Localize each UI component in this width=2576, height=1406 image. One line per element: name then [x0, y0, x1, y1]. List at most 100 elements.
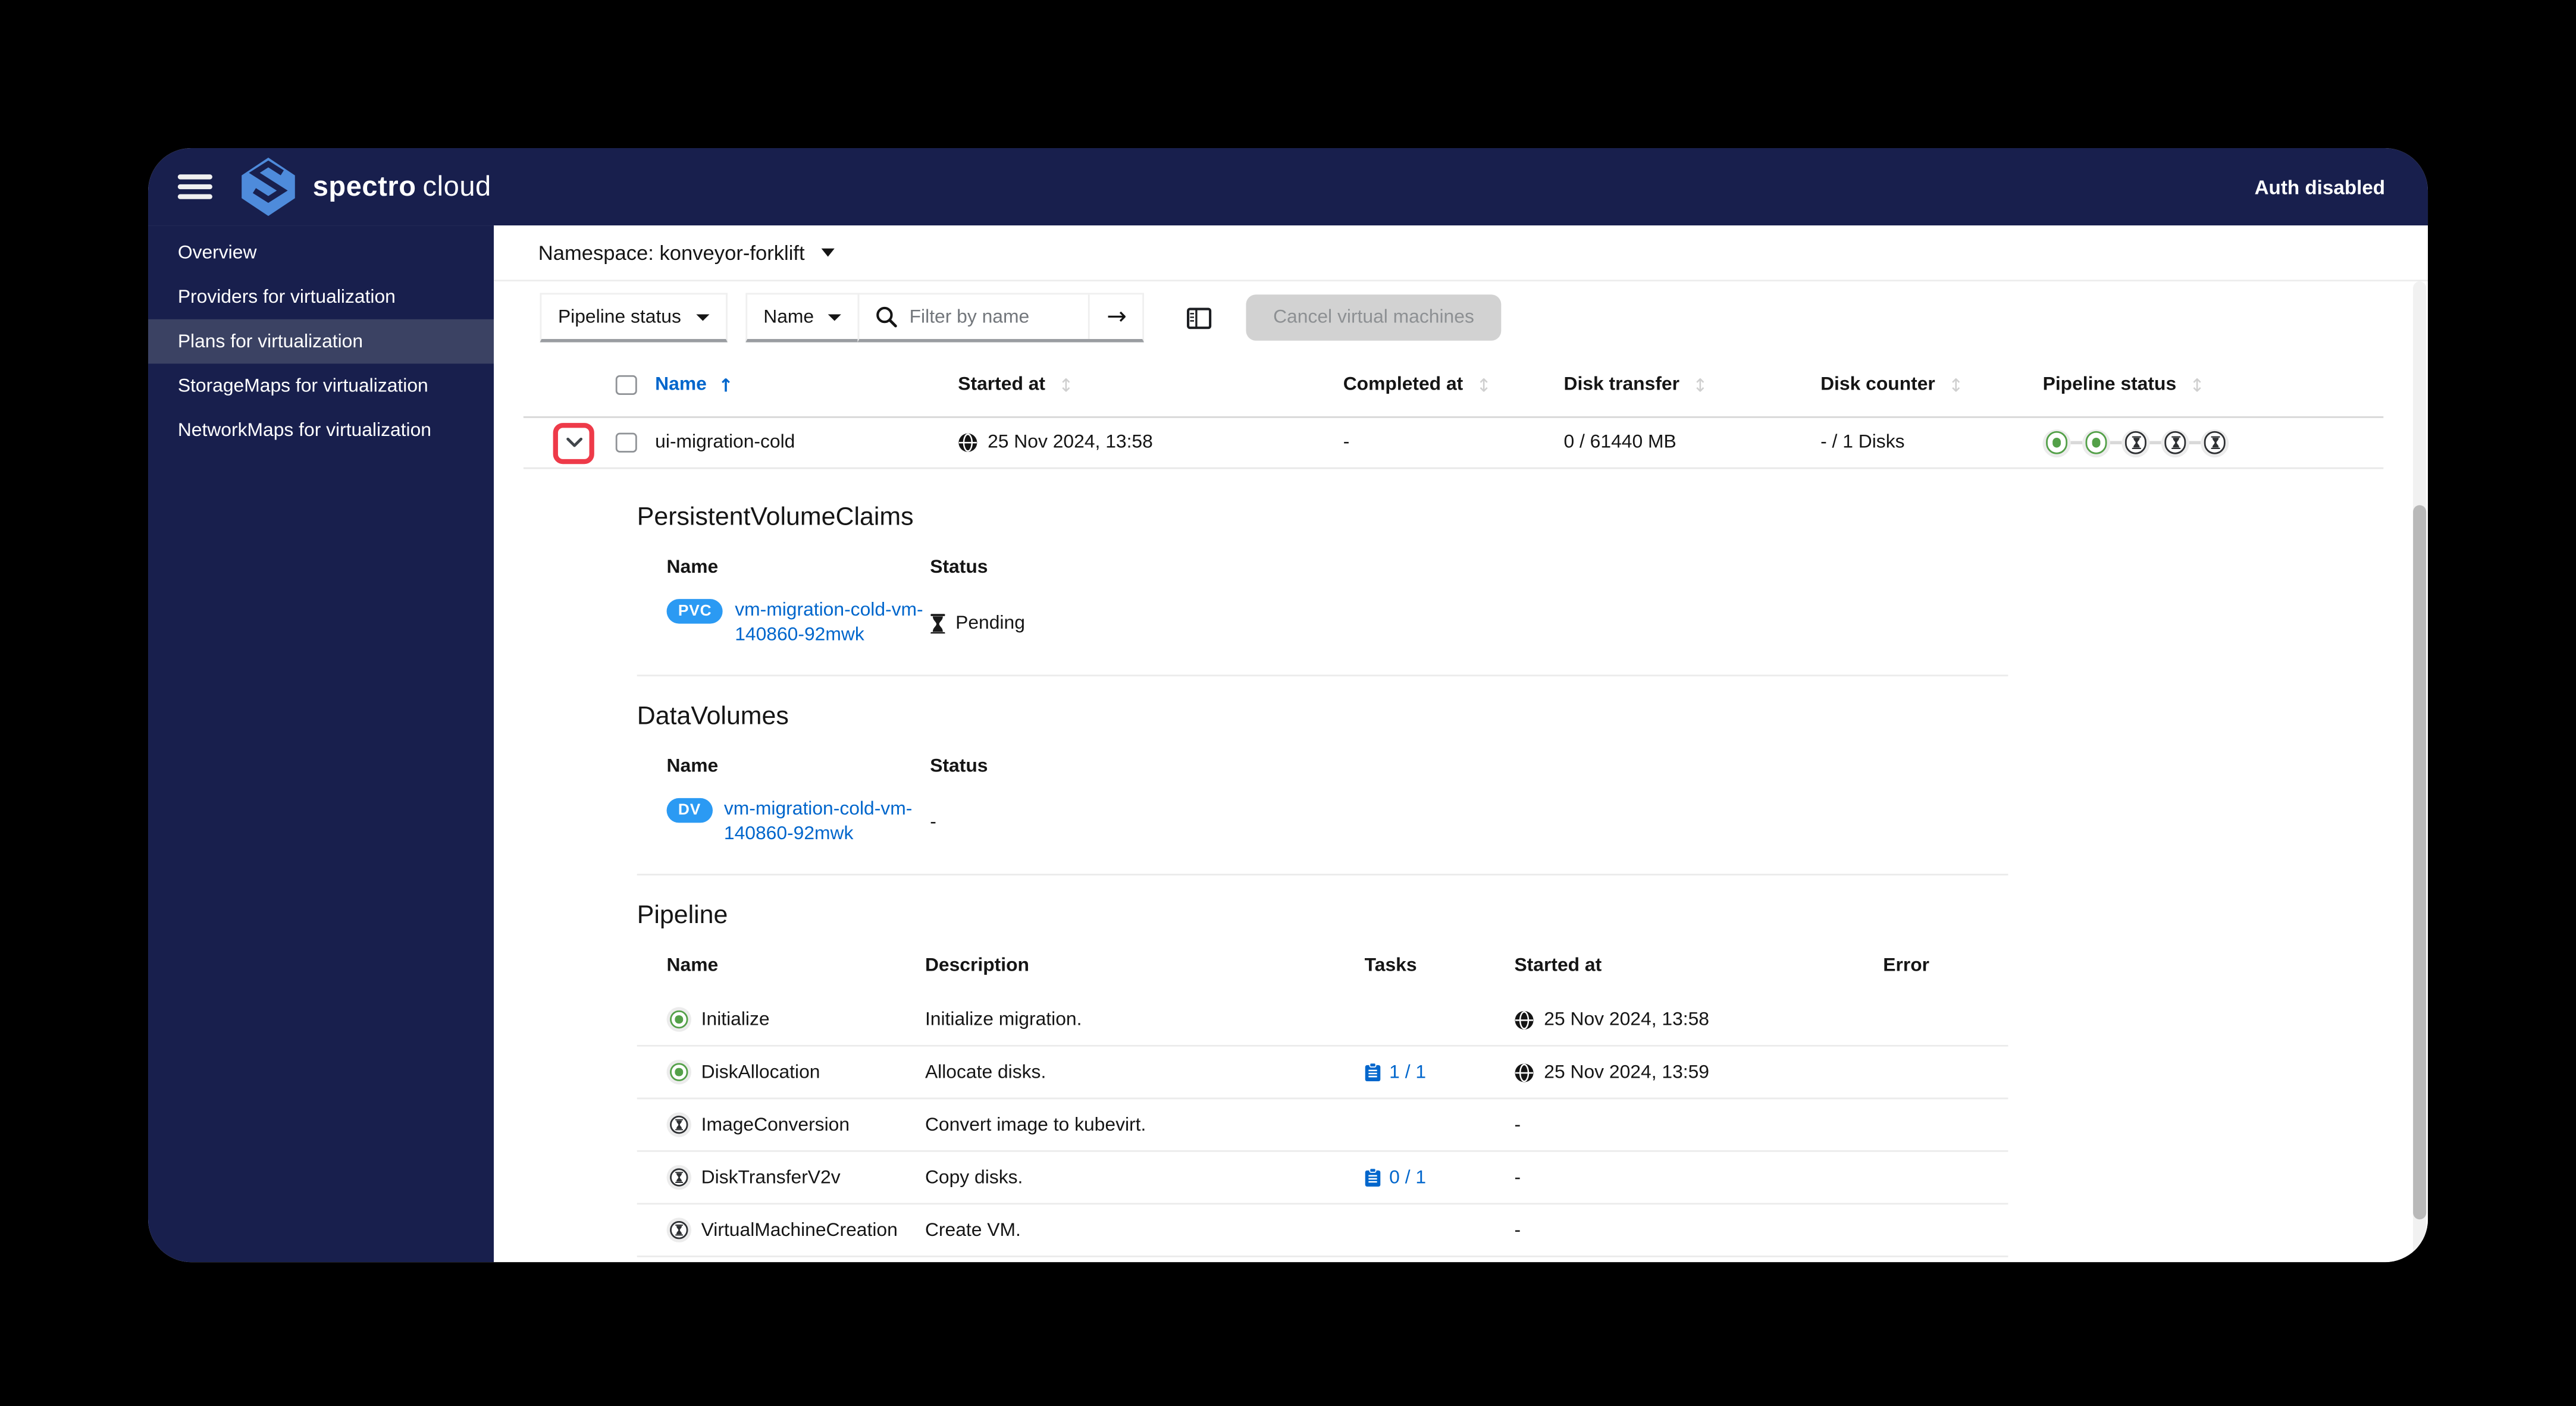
expand-row-button-highlighted[interactable] — [553, 422, 594, 463]
pipeline-task-row: DiskAllocation Allocate disks. 1 / 1 25 … — [637, 1047, 2008, 1100]
arrow-right-icon: → — [1107, 303, 1127, 330]
brand-text: spectro cloud — [313, 170, 491, 203]
auth-status: Auth disabled — [2254, 175, 2386, 199]
sort-ascending-icon: ↑ — [718, 374, 734, 396]
filter-toolbar: Pipeline status Name — [494, 281, 2428, 354]
chevron-down-icon — [829, 313, 842, 321]
column-header-completed-at[interactable]: Completed at ↕ — [1343, 374, 1491, 396]
tasks-icon — [1364, 1062, 1381, 1082]
pvc-col-name: Name — [666, 557, 719, 578]
menu-button[interactable] — [177, 174, 212, 199]
pipeline-step-icon — [2042, 428, 2071, 457]
pipeline-task-row: Initialize Initialize migration. 25 Nov … — [637, 994, 2008, 1047]
app-window: spectro cloud Auth disabled Overview Prov… — [148, 148, 2428, 1263]
dv-badge: DV — [666, 798, 713, 823]
pvc-row: PVC vm-migration-cold-vm- 140860-92mwk Pe… — [666, 599, 2008, 674]
globe-icon — [958, 432, 978, 453]
hourglass-icon — [675, 1224, 683, 1236]
pvc-status: Pending — [930, 599, 2008, 648]
search-field-group: → — [858, 293, 1145, 343]
hourglass-icon — [2210, 436, 2220, 450]
column-header-disk-counter[interactable]: Disk counter ↕ — [1820, 374, 1964, 396]
dv-row: DV vm-migration-cold-vm- 140860-92mwk - — [666, 798, 2008, 874]
sort-icon: ↕ — [1693, 374, 1708, 396]
expanded-plan-details: PersistentVolumeClaims Name Status PVC v… — [637, 469, 2008, 1257]
pipeline-task-row: DiskTransferV2v Copy disks. 0 / 1 - — [637, 1152, 2008, 1205]
datavolumes-section-title: DataVolumes — [637, 702, 789, 731]
plan-completed-cell: - — [1343, 432, 1350, 453]
sort-icon: ↕ — [2189, 374, 2205, 396]
plan-disk-counter-cell: - / 1 Disks — [1820, 432, 1905, 453]
task-state-icon — [666, 1059, 692, 1085]
sidebar-item-networkmaps[interactable]: NetworkMaps for virtualization — [177, 420, 431, 441]
dv-link[interactable]: vm-migration-cold-vm- 140860-92mwk — [723, 799, 913, 845]
chevron-down-icon — [821, 248, 835, 257]
tasks-icon — [1364, 1168, 1381, 1187]
brand-secondary: cloud — [422, 170, 491, 202]
sidebar-item-providers[interactable]: Providers for virtualization — [177, 287, 396, 307]
search-input[interactable] — [909, 307, 1073, 327]
plan-disk-transfer-cell: 0 / 61440 MB — [1563, 432, 1676, 453]
hamburger-icon — [177, 174, 212, 180]
submit-filter-button[interactable]: → — [1089, 294, 1143, 339]
select-all-checkbox[interactable] — [615, 375, 637, 396]
sidebar-item-overview[interactable]: Overview — [177, 243, 257, 263]
app-header: spectro cloud Auth disabled — [148, 148, 2428, 226]
pipeline-step-icon — [2121, 428, 2150, 457]
scrollbar-track — [2413, 281, 2427, 1256]
plan-name-cell: ui-migration-cold — [655, 432, 795, 453]
task-state-icon — [666, 1007, 692, 1032]
pipeline-step-icon — [2161, 428, 2189, 457]
task-state-icon — [666, 1165, 692, 1190]
task-state-icon — [666, 1112, 692, 1137]
hourglass-icon — [2170, 436, 2180, 450]
sort-icon: ↕ — [1948, 374, 1964, 396]
column-header-disk-transfer[interactable]: Disk transfer ↕ — [1563, 374, 1708, 396]
dv-col-name: Name — [666, 757, 719, 777]
plan-started-cell: 25 Nov 2024, 13:58 — [958, 432, 1343, 453]
pvc-section-title: PersistentVolumeClaims — [637, 503, 914, 532]
pvc-link[interactable]: vm-migration-cold-vm- 140860-92mwk — [735, 600, 923, 645]
cancel-vms-button[interactable]: Cancel virtual machines — [1246, 294, 1501, 341]
brand: spectro cloud — [240, 156, 491, 217]
sort-icon: ↕ — [1058, 374, 1074, 396]
brand-primary: spectro — [312, 170, 416, 202]
globe-icon — [1514, 1009, 1534, 1030]
filter-category-select[interactable]: Pipeline status — [540, 293, 728, 343]
column-header-name[interactable]: Name ↑ — [655, 374, 734, 396]
spectrocloud-logo-icon — [240, 156, 296, 217]
scrollbar-thumb[interactable] — [2413, 505, 2427, 1220]
plans-table-header: Name ↑ Started at ↕ Completed at ↕ Disk tra… — [523, 354, 2384, 418]
pipeline-step-icon — [2082, 428, 2111, 457]
task-state-icon — [666, 1217, 692, 1242]
dv-col-status: Status — [930, 757, 988, 777]
namespace-select[interactable]: Namespace: konveyor-forklift — [494, 225, 2428, 282]
sidebar-item-storagemaps[interactable]: StorageMaps for virtualization — [177, 376, 428, 396]
main-content: Namespace: konveyor-forklift Pipeline st… — [494, 225, 2428, 1263]
pipeline-status-steps — [2042, 428, 2384, 457]
pipeline-step-icon — [2201, 428, 2229, 457]
row-select-checkbox[interactable] — [615, 432, 637, 453]
columns-icon — [1186, 307, 1212, 328]
sidebar-item-plans[interactable]: Plans for virtualization — [148, 319, 494, 364]
hourglass-icon — [2131, 436, 2141, 450]
hourglass-icon — [930, 613, 945, 634]
column-header-started-at[interactable]: Started at ↕ — [958, 374, 1074, 396]
search-icon — [876, 306, 898, 328]
manage-columns-button[interactable] — [1183, 301, 1215, 334]
hourglass-icon — [675, 1119, 683, 1131]
pipeline-task-row: VirtualMachineCreation Create VM. - — [637, 1204, 2008, 1257]
pvc-col-status: Status — [930, 557, 988, 578]
filter-field-select[interactable]: Name — [745, 293, 860, 343]
sidebar: Overview Providers for virtualization Pl… — [148, 225, 494, 1263]
datavolumes-section: DataVolumes Name Status DV vm-migration-… — [637, 702, 2008, 875]
pipeline-section: Pipeline Name Description Tasks Started … — [637, 902, 2008, 1257]
globe-icon — [1514, 1062, 1534, 1082]
hourglass-icon — [675, 1172, 683, 1183]
chevron-down-icon — [565, 437, 582, 448]
pvc-section: PersistentVolumeClaims Name Status PVC v… — [637, 504, 2008, 677]
sort-icon: ↕ — [1476, 374, 1491, 396]
column-header-pipeline-status[interactable]: Pipeline status ↕ — [2042, 374, 2205, 396]
chevron-down-icon — [695, 313, 709, 321]
